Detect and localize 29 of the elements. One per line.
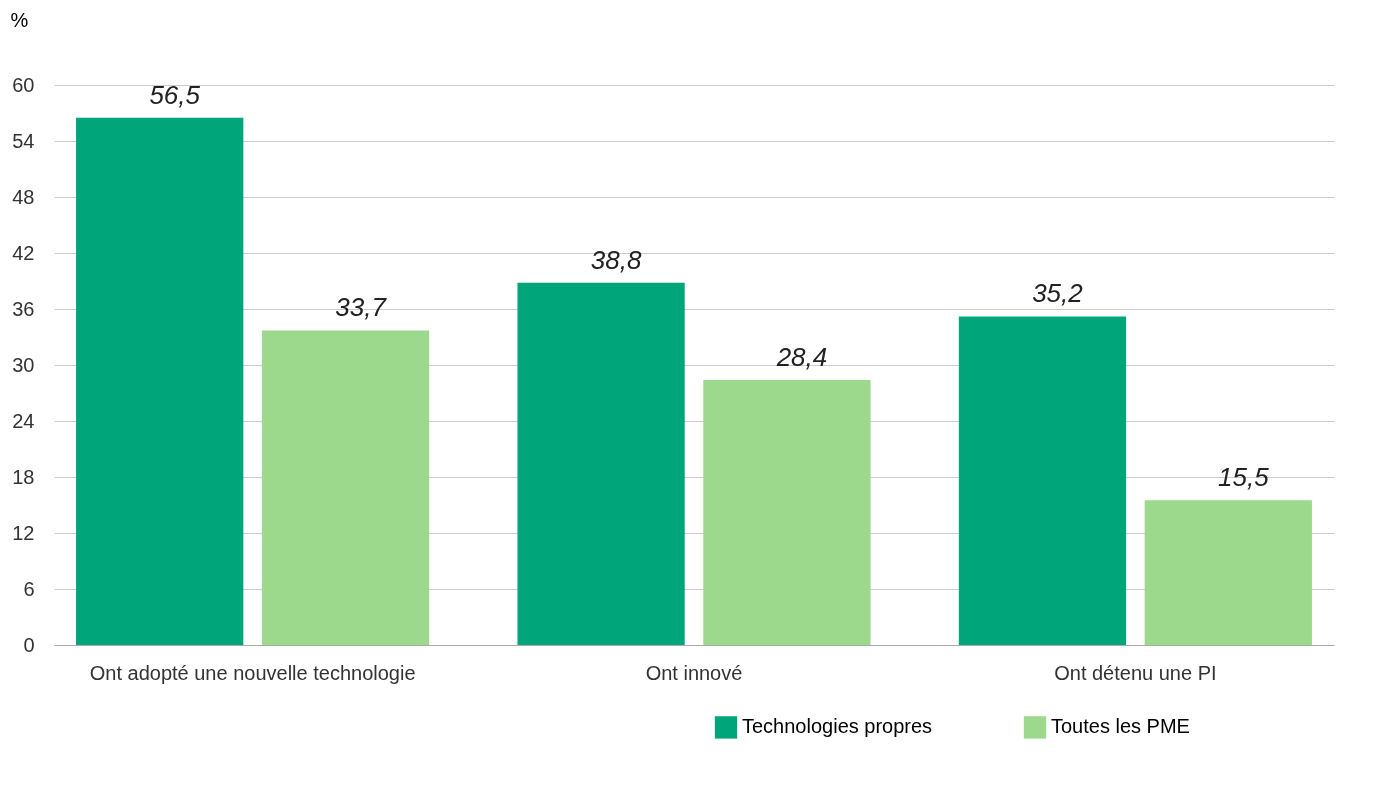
text: 15,5 [1218, 462, 1269, 493]
bar [703, 379, 871, 645]
legend-label: Technologies propres [742, 715, 933, 738]
y-tick-label: 54 [12, 129, 35, 152]
bar [261, 330, 430, 645]
y-tick-label: 30 [12, 353, 35, 376]
y-tick-label: 0 [23, 633, 35, 656]
bar [958, 316, 1127, 645]
y-tick-label: 60 [12, 73, 35, 96]
y-tick-label: 12 [12, 521, 35, 544]
bar [1144, 500, 1312, 645]
x-tick-label: Ont adopté une nouvelle technologie [89, 661, 416, 684]
y-tick-label: 18 [12, 465, 35, 488]
x-tick-label: Ont détenu une PI [1054, 661, 1217, 684]
bar [517, 282, 685, 645]
x-tick-label: Ont innové [645, 661, 743, 684]
y-tick-label: 6 [23, 577, 35, 600]
legend-label: Toutes les PME [1051, 715, 1190, 738]
text: 56,5 [149, 79, 200, 110]
y-axis-title: % [10, 8, 29, 31]
y-tick-label: 48 [12, 185, 35, 208]
y-tick-label: 36 [12, 297, 35, 320]
text: 38,8 [590, 244, 642, 275]
text: 35,2 [1032, 278, 1083, 309]
y-tick-label: 24 [12, 409, 35, 432]
text: 33,7 [335, 292, 386, 323]
y-tick-label: 42 [12, 241, 35, 264]
bar [76, 117, 244, 645]
text: 28,4 [776, 341, 828, 372]
